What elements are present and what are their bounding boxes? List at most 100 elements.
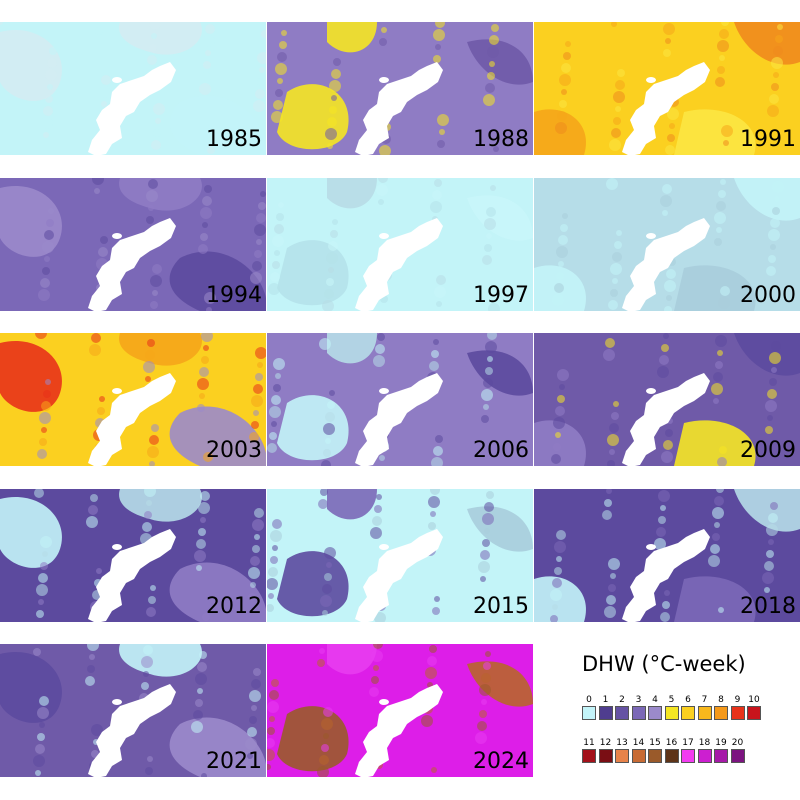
map-panel-1991: 1991 — [534, 22, 800, 155]
dhw-speckle — [200, 233, 208, 241]
islet — [646, 233, 656, 239]
dhw-speckle — [561, 89, 567, 95]
dhw-speckle — [430, 511, 436, 517]
dhw-speckle — [552, 604, 558, 610]
dhw-speckle — [39, 722, 45, 728]
dhw-speckle — [662, 601, 670, 609]
dhw-speckle — [326, 278, 334, 286]
dhw-speckle — [91, 724, 103, 736]
dhw-speckle — [151, 33, 157, 39]
dhw-speckle — [479, 684, 491, 696]
dhw-speckle — [148, 179, 158, 189]
legend-swatch-color — [747, 706, 761, 720]
dhw-speckle — [330, 230, 338, 238]
legend-swatch-color — [598, 706, 613, 720]
dhw-speckle — [769, 94, 779, 104]
island-okinawa — [622, 218, 710, 311]
dhw-speckle — [656, 527, 666, 537]
legend-swatch: 10 — [747, 695, 761, 725]
dhw-speckle — [146, 500, 152, 506]
islet — [379, 233, 389, 239]
dhw-speckle — [281, 30, 287, 36]
map-panel-2021: 2021 — [0, 644, 266, 777]
legend-swatch: 2 — [615, 695, 629, 725]
dhw-speckle — [657, 366, 669, 378]
dhw-speckle — [327, 401, 335, 409]
dhw-speckle — [329, 106, 337, 114]
dhw-speckle — [430, 489, 440, 495]
dhw-speckle — [664, 590, 670, 596]
dhw-speckle — [484, 218, 496, 230]
dhw-map-1985 — [0, 22, 266, 155]
dhw-speckle — [379, 38, 387, 46]
dhw-speckle — [488, 303, 500, 311]
dhw-speckle — [251, 705, 257, 711]
dhw-patch — [119, 644, 202, 677]
dhw-speckle — [43, 390, 51, 398]
dhw-speckle — [435, 435, 443, 443]
dhw-speckle — [322, 584, 332, 594]
dhw-speckle — [269, 432, 277, 440]
dhw-speckle — [556, 556, 562, 562]
dhw-speckle — [613, 91, 625, 103]
dhw-speckle — [272, 261, 280, 269]
dhw-speckle — [198, 244, 208, 254]
dhw-speckle — [716, 201, 726, 211]
dhw-speckle — [250, 556, 260, 566]
dhw-speckle — [47, 84, 53, 90]
dhw-speckle — [209, 135, 215, 141]
island-okinawa — [355, 529, 443, 622]
dhw-speckle — [374, 505, 382, 513]
dhw-speckle — [430, 201, 442, 213]
dhw-speckle — [253, 384, 263, 394]
dhw-patch — [734, 489, 800, 532]
dhw-speckle — [712, 507, 724, 519]
dhw-speckle — [433, 339, 439, 345]
islet — [379, 77, 389, 83]
dhw-speckle — [604, 606, 616, 618]
island-okinawa — [355, 62, 443, 155]
dhw-speckle — [613, 401, 619, 407]
dhw-speckle — [257, 78, 265, 86]
legend-swatch-color — [714, 749, 728, 763]
dhw-speckle — [379, 145, 391, 155]
dhw-speckle — [608, 584, 616, 592]
dhw-speckle — [775, 35, 783, 43]
dhw-speckle — [203, 452, 213, 462]
dhw-speckle — [38, 599, 44, 605]
legend-swatch-color — [631, 706, 646, 720]
dhw-patch — [467, 350, 533, 396]
dhw-speckle — [148, 596, 156, 604]
dhw-speckle — [662, 210, 668, 216]
dhw-patch — [674, 420, 756, 466]
dhw-speckle — [33, 755, 45, 767]
dhw-speckle — [611, 412, 619, 420]
dhw-speckle — [558, 235, 568, 245]
island-okinawa-south — [357, 290, 371, 306]
dhw-speckle — [376, 494, 382, 500]
dhw-speckle — [271, 111, 283, 123]
dhw-speckle — [197, 688, 203, 694]
dhw-patch — [327, 489, 377, 520]
island-okinawa-south — [357, 756, 371, 772]
dhw-speckle — [666, 269, 676, 279]
dhw-speckle — [333, 58, 341, 66]
dhw-speckle — [146, 216, 154, 224]
dhw-speckle — [561, 63, 571, 73]
dhw-speckle — [323, 449, 331, 457]
dhw-patch — [169, 562, 266, 622]
dhw-speckle — [425, 667, 437, 679]
map-panel-2006: 2006 — [267, 333, 533, 466]
dhw-speckle — [616, 230, 622, 236]
dhw-speckle — [320, 595, 332, 607]
dhw-speckle — [714, 212, 726, 224]
dhw-speckle — [481, 699, 487, 705]
dhw-speckle — [718, 190, 726, 198]
dhw-speckle — [429, 361, 439, 371]
dhw-speckle — [559, 384, 565, 390]
dhw-speckle — [37, 733, 45, 741]
dhw-speckle — [437, 140, 445, 148]
legend-swatch-color — [598, 749, 613, 763]
dhw-speckle — [44, 256, 50, 262]
dhw-speckle — [252, 545, 260, 553]
